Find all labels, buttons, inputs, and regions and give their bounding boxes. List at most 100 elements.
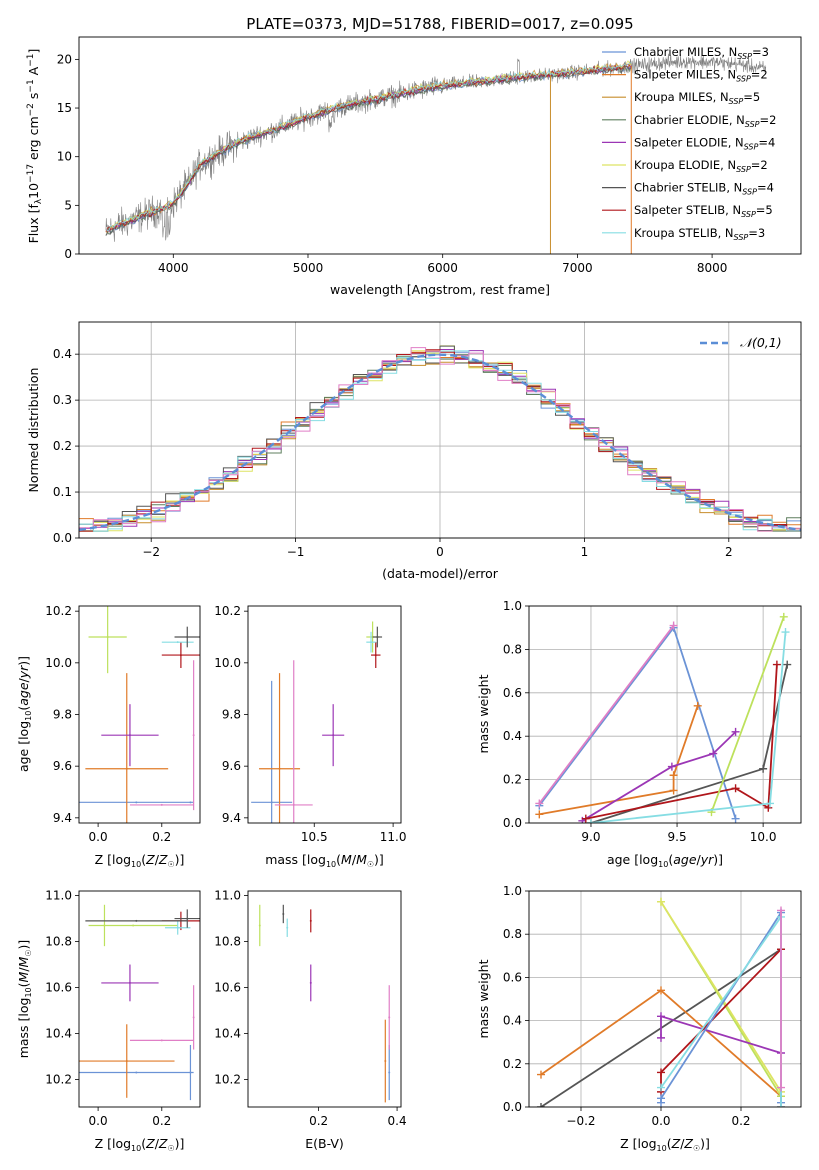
- residuals-panel: −2 −1 0 1 2 0.0 0.1 0.2 0.3 0.4 𝒩(0,1) (data-model)…: [26, 321, 802, 581]
- weight-series-line: [660, 1015, 782, 1054]
- spectrum-panel: 4000 5000 6000 7000 8000 0 5 10 15 20 Chabrier MIL…: [26, 36, 802, 297]
- weight-point-marker: [657, 1083, 665, 1092]
- y-tick-label: 0.6: [503, 686, 522, 700]
- legend-label: Chabrier STELIB, NSSP=4: [634, 181, 774, 197]
- weight-series-line: [660, 901, 782, 1093]
- data-point: [309, 981, 312, 984]
- y-tick-label: 11.0: [45, 889, 72, 903]
- data-point: [278, 767, 281, 770]
- x-tick-label: 10.5: [301, 830, 328, 844]
- label-part: mass weight: [476, 959, 491, 1038]
- weight-point-marker: [657, 1033, 665, 1042]
- x-tick-label: 11.0: [380, 830, 407, 844]
- legend-label-sub: SSP: [737, 52, 752, 61]
- label-part: 10: [657, 1144, 667, 1153]
- model-spectrum-line: [105, 63, 632, 233]
- data-point: [192, 1016, 195, 1019]
- legend-label: Chabrier MILES, NSSP=3: [634, 45, 769, 61]
- x-axis-label: Z [log10(Z/Z☉)]: [620, 1136, 710, 1153]
- label-part: Z: [158, 1136, 168, 1151]
- data-point: [376, 636, 379, 638]
- weight-point-marker: [772, 660, 781, 669]
- legend-label-sub: SSP: [741, 210, 756, 219]
- axes-frame: [528, 890, 802, 1108]
- mass-vs-ebv-panel: 0.2 0.4 10.2 10.4 10.6 10.8 11.0 E(B-V): [214, 889, 406, 1151]
- y-tick-label: 11.0: [214, 889, 241, 903]
- y-tick-label: 0.4: [53, 347, 72, 361]
- weight-vs-age-panel: 9.0 9.5 10.0 0.0 0.2 0.4 0.6 0.8 1.0 age [log10(a…: [476, 599, 802, 869]
- y-tick-label: 9.8: [53, 708, 72, 722]
- legend-label-sub: SSP: [736, 165, 751, 174]
- y-tick-label: 15: [57, 101, 72, 115]
- data-point: [258, 924, 261, 927]
- data-point: [388, 1016, 391, 1019]
- label-part: 10: [658, 860, 668, 869]
- label-part: Z: [683, 1136, 693, 1151]
- label-part: /: [697, 852, 702, 867]
- weight-series-line: [660, 947, 782, 1107]
- legend-label-n: =4: [757, 181, 774, 195]
- weight-point-marker: [537, 1070, 545, 1079]
- model-spectrum-line: [105, 63, 632, 232]
- label-part: ☉: [167, 860, 174, 869]
- data-point: [332, 734, 335, 737]
- legend-label-main: Salpeter ELODIE, N: [634, 135, 744, 149]
- label-part: −1: [26, 54, 36, 67]
- y-tick-label: 10.6: [214, 981, 241, 995]
- axes-frame: [247, 890, 402, 1108]
- y-tick-label: 0.2: [53, 439, 72, 453]
- y-tick-label: 10.2: [45, 604, 72, 618]
- x-tick-label: 8000: [697, 261, 728, 275]
- y-tick-label: 5: [64, 198, 72, 212]
- label-part: M: [16, 956, 31, 967]
- x-tick-label: 0: [436, 545, 444, 559]
- label-part: )]: [16, 656, 31, 666]
- data-point: [189, 1071, 192, 1074]
- label-part: 10: [24, 987, 33, 997]
- y-axis-label: mass weight: [476, 674, 491, 753]
- legend-label: 𝒩(0,1): [740, 335, 782, 350]
- x-tick-label: 6000: [427, 261, 458, 275]
- label-part: M: [16, 971, 31, 982]
- data-point: [179, 654, 182, 657]
- legend-label-main: Chabrier ELODIE, N: [634, 113, 745, 127]
- data-point: [384, 1060, 387, 1063]
- data-point: [128, 734, 131, 737]
- weight-series-line: [585, 664, 778, 820]
- data-point: [160, 803, 163, 806]
- y-tick-label: 10.4: [214, 1026, 241, 1040]
- data-point: [125, 1060, 128, 1063]
- weight-series-line: [538, 624, 675, 805]
- data-point: [160, 1039, 163, 1042]
- errorbar-plot-area: [79, 904, 200, 1101]
- legend-label: Salpeter MILES, NSSP=2: [634, 68, 768, 84]
- label-part: )]: [713, 852, 723, 867]
- weight-series-line: [710, 616, 785, 813]
- y-tick-label: 10.0: [214, 656, 241, 670]
- axes-frame: [78, 36, 802, 255]
- data-point: [125, 767, 128, 770]
- data-point: [374, 654, 377, 657]
- y-tick-label: 1.0: [503, 884, 522, 898]
- data-point: [388, 1071, 391, 1074]
- y-tick-label: 10: [57, 150, 72, 164]
- label-part: Z: [145, 1136, 155, 1151]
- x-tick-label: 2: [725, 545, 733, 559]
- x-tick-label: 7000: [562, 261, 593, 275]
- x-tick-label: 0.2: [152, 1114, 171, 1128]
- x-tick-label: 9.0: [581, 830, 600, 844]
- x-tick-label: 9.5: [668, 830, 687, 844]
- histogram-plot-area: [79, 345, 801, 538]
- weight-series-line: [538, 625, 737, 819]
- weight-point-marker: [777, 1103, 785, 1107]
- errorbar-plot-area: [258, 904, 391, 1103]
- data-point: [309, 919, 312, 922]
- y-tick-label: 10.2: [45, 1072, 72, 1086]
- y-tick-label: 10.2: [214, 604, 241, 618]
- label-part: (: [336, 852, 341, 867]
- data-point: [132, 924, 135, 927]
- weight-series-line: [581, 731, 737, 822]
- label-part: /: [155, 852, 160, 867]
- y-axis-label: mass [log10(M/M☉)]: [16, 940, 33, 1059]
